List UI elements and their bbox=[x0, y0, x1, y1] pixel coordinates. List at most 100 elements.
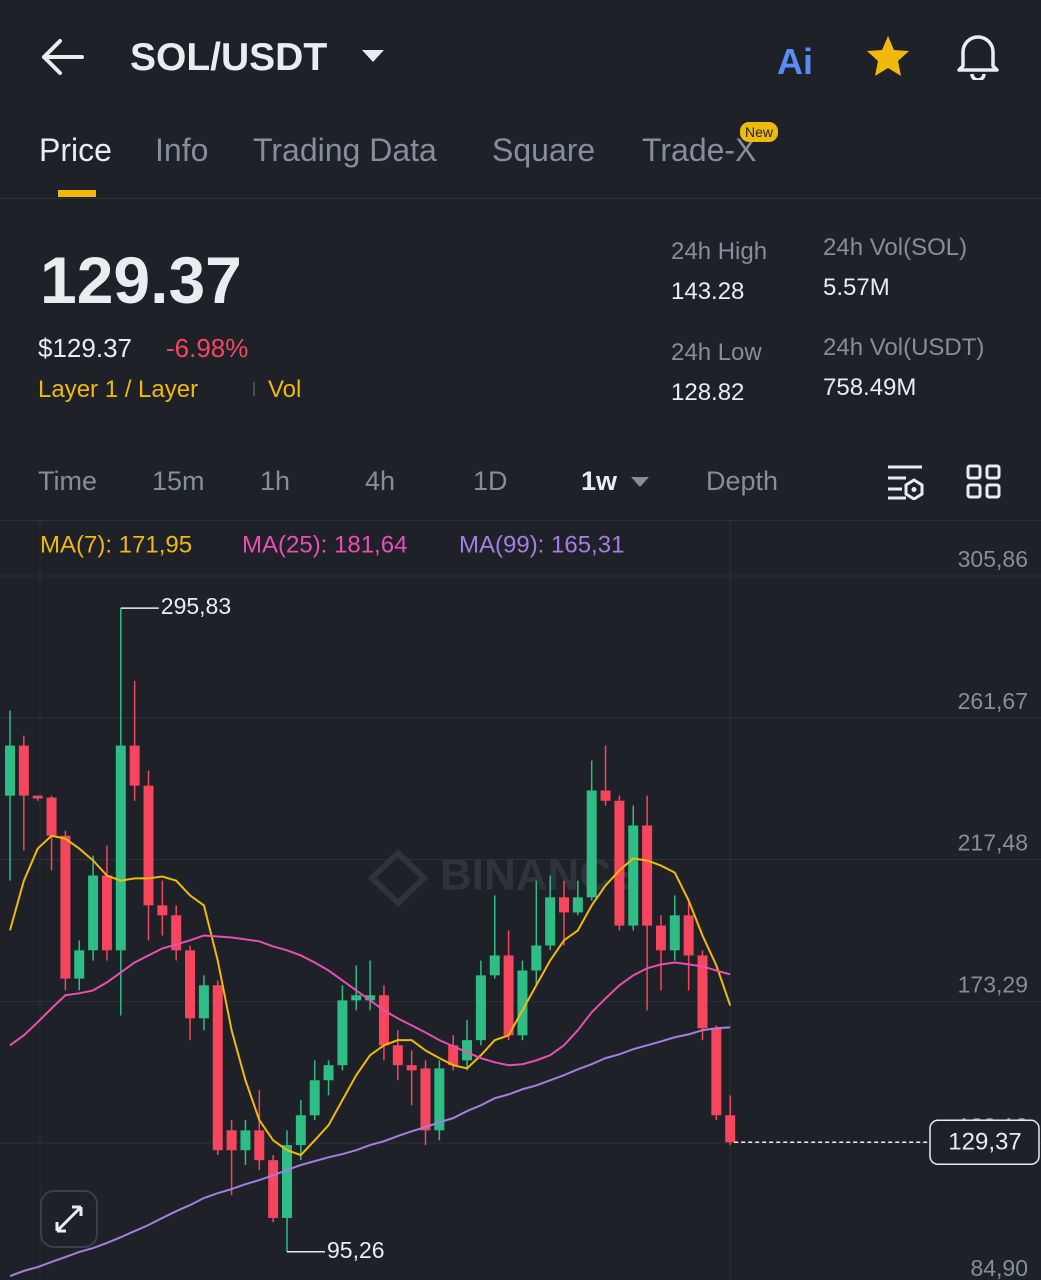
candle-body bbox=[559, 897, 569, 913]
candle-body bbox=[697, 955, 708, 1029]
candle-body bbox=[60, 835, 71, 979]
divider bbox=[0, 198, 1041, 199]
ai-button[interactable]: Ai bbox=[777, 41, 813, 82]
candle-body bbox=[517, 970, 528, 1036]
fullscreen-button[interactable] bbox=[40, 1190, 98, 1248]
candle-body bbox=[725, 1115, 736, 1143]
interval[interactable]: 1D bbox=[473, 466, 508, 496]
tab[interactable]: Square bbox=[492, 132, 596, 168]
moving-average-line bbox=[9, 1026, 731, 1277]
interval[interactable]: 1h bbox=[260, 466, 291, 496]
back-button[interactable] bbox=[40, 37, 86, 77]
pair-dropdown[interactable] bbox=[360, 48, 386, 64]
stat-label: 24h High bbox=[671, 238, 768, 265]
candle-body bbox=[143, 785, 154, 906]
candle-body bbox=[655, 925, 666, 951]
interval-active[interactable]: 1w bbox=[581, 466, 618, 496]
indicator-settings[interactable] bbox=[886, 464, 926, 500]
candle-body bbox=[586, 790, 597, 898]
legend-entry: MA(25): 181,64 bbox=[242, 531, 407, 558]
candle-body bbox=[365, 995, 376, 1001]
candle-body bbox=[88, 875, 99, 951]
candle-body bbox=[198, 985, 209, 1019]
tab[interactable]: Price bbox=[39, 132, 112, 168]
stat-label: 24h Vol(SOL) bbox=[823, 234, 968, 261]
legend-entry: MA(7): 171,95 bbox=[40, 531, 192, 558]
category-tag[interactable]: Layer 1 / Layer bbox=[38, 376, 199, 403]
interval[interactable]: Depth bbox=[706, 466, 779, 496]
candle-body bbox=[503, 955, 514, 1036]
pair-title[interactable]: SOL/USDT bbox=[130, 36, 328, 79]
watermark-logo bbox=[367, 848, 429, 908]
moving-average-line bbox=[9, 834, 732, 1157]
candle-body bbox=[531, 945, 542, 971]
candlestick-chart: 305,86261,67217,48173,29129,1084,90BINAN… bbox=[0, 521, 1041, 1280]
stat-value: 5.57M bbox=[823, 274, 890, 301]
candle-body bbox=[378, 995, 389, 1046]
new-badge: New bbox=[740, 122, 779, 142]
tab[interactable]: Trade-X bbox=[642, 132, 757, 168]
candle-body bbox=[448, 1045, 459, 1066]
candle-body bbox=[323, 1065, 334, 1081]
stat-value: 758.49M bbox=[823, 374, 917, 401]
tab[interactable]: Info bbox=[155, 132, 209, 168]
last-price: 129.37 bbox=[40, 243, 242, 317]
tab-indicator bbox=[58, 190, 96, 197]
price-change: -6.98% bbox=[166, 333, 249, 363]
candle-body bbox=[683, 915, 694, 956]
vol-tag[interactable]: Vol bbox=[268, 376, 302, 403]
stat-value: 128.82 bbox=[671, 379, 745, 406]
candle-body bbox=[32, 795, 43, 799]
candle-body bbox=[337, 1000, 348, 1066]
candle-body bbox=[282, 1145, 292, 1218]
candle-body bbox=[157, 905, 168, 916]
candle-body bbox=[406, 1065, 417, 1071]
candle-body bbox=[392, 1045, 403, 1066]
stat-label: 24h Vol(USDT) bbox=[823, 334, 985, 361]
candle-body bbox=[226, 1130, 237, 1151]
candle-body bbox=[642, 825, 653, 926]
candle-body bbox=[101, 875, 112, 951]
last-price-box bbox=[929, 1119, 1040, 1166]
favorite-star[interactable] bbox=[864, 34, 912, 80]
candle-body bbox=[171, 915, 182, 951]
candle-body bbox=[669, 915, 680, 951]
candle-body bbox=[475, 975, 486, 1041]
candle-body bbox=[600, 790, 611, 801]
candle-body bbox=[309, 1080, 320, 1116]
divider bbox=[0, 520, 1041, 521]
stat-value: 143.28 bbox=[671, 278, 745, 305]
separator bbox=[253, 382, 255, 396]
stat-label: 24h Low bbox=[671, 339, 762, 366]
candle-body bbox=[351, 995, 362, 1001]
candle-body bbox=[462, 1040, 473, 1061]
usd-price: $129.37 bbox=[38, 333, 132, 363]
candle-body bbox=[212, 985, 223, 1151]
interval[interactable]: 15m bbox=[152, 466, 205, 496]
extreme-label: 95,26 bbox=[327, 1237, 385, 1263]
candle-body bbox=[572, 897, 583, 913]
interval[interactable]: Time bbox=[38, 466, 97, 496]
moving-average-line bbox=[9, 934, 731, 1067]
candle-body bbox=[628, 825, 639, 926]
alert-bell[interactable] bbox=[955, 32, 1001, 80]
candle-body bbox=[295, 1115, 306, 1146]
candle-body bbox=[74, 950, 85, 979]
interval-dropdown[interactable] bbox=[630, 476, 650, 488]
candle-body bbox=[545, 897, 556, 946]
interval[interactable]: 4h bbox=[365, 466, 396, 496]
candle-body bbox=[434, 1068, 445, 1131]
legend-entry: MA(99): 165,31 bbox=[459, 531, 624, 558]
candle-body bbox=[5, 745, 15, 796]
candle-body bbox=[18, 745, 29, 796]
extreme-label: 295,83 bbox=[161, 593, 231, 619]
layout-button[interactable] bbox=[966, 464, 1002, 500]
y-tick-label: 217,48 bbox=[958, 830, 1028, 856]
candle-body bbox=[614, 800, 625, 926]
candle-body bbox=[268, 1160, 279, 1218]
tab[interactable]: Trading Data bbox=[253, 132, 437, 168]
candle-body bbox=[489, 955, 500, 976]
candle-body bbox=[240, 1130, 251, 1151]
watermark: BINANCE bbox=[440, 851, 640, 900]
